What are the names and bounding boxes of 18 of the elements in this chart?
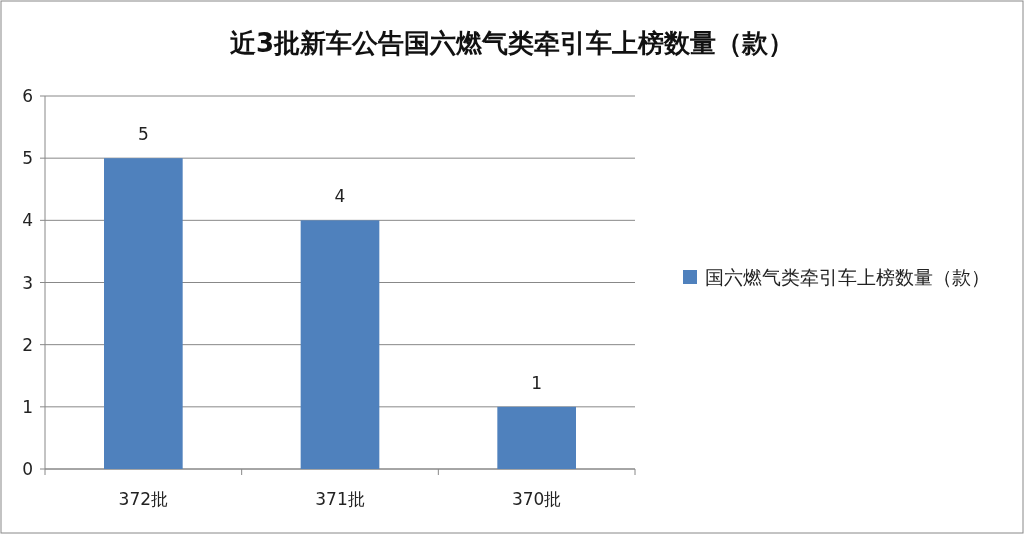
data-label: 1: [531, 372, 543, 393]
legend-label: 国六燃气类牵引车上榜数量（款）: [705, 266, 990, 288]
y-tick-label: 6: [22, 86, 33, 106]
y-tick-label: 3: [22, 272, 33, 293]
y-tick-label: 4: [22, 210, 33, 231]
y-tick-label: 2: [22, 334, 33, 355]
bar: [104, 158, 183, 469]
data-label: 4: [334, 186, 346, 207]
bar: [300, 220, 380, 469]
data-label: 5: [137, 124, 149, 145]
x-tick-label: 372批: [118, 489, 169, 509]
x-tick-label: 371批: [315, 489, 365, 509]
chart-title: 近3批新车公告国六燃气类牵引车上榜数量（款）: [229, 28, 795, 58]
y-tick-label: 5: [22, 148, 33, 169]
y-tick-label: 0: [22, 459, 33, 479]
bar: [497, 406, 576, 469]
x-tick-label: 370批: [511, 489, 562, 509]
y-tick-label: 1: [22, 396, 33, 417]
